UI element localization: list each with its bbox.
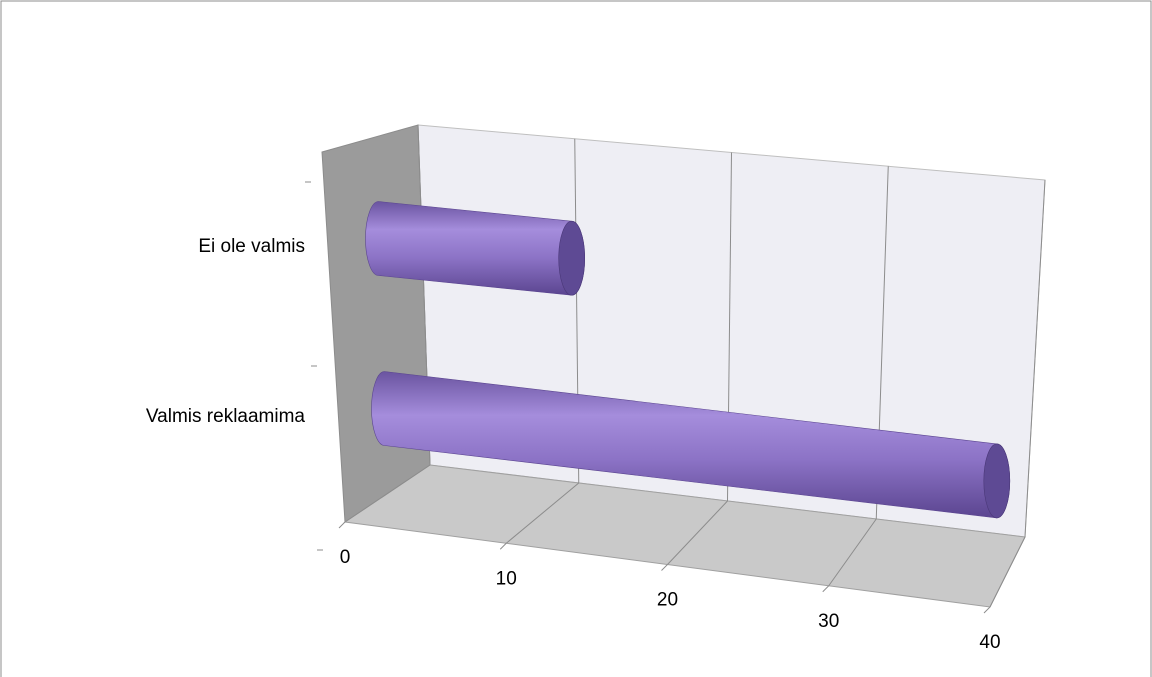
x-tick-label: 10 (496, 568, 517, 589)
x-tick (499, 542, 507, 550)
x-tick (338, 521, 346, 529)
x-tick-label: 0 (340, 547, 351, 568)
x-tick (983, 606, 991, 614)
floor-grid-line (989, 536, 1026, 608)
floor-grid-line (344, 464, 431, 523)
floor-grid-line (505, 482, 580, 544)
x-tick (661, 564, 668, 571)
x-tick-label: 40 (979, 632, 1000, 653)
floor-grid-line (667, 500, 728, 565)
y-tick-label: Valmis reklaamima (146, 406, 306, 427)
x-tick (822, 585, 830, 593)
y-tick-label: Ei ole valmis (198, 236, 305, 257)
floor-grid-line (828, 518, 877, 587)
bar-cap (983, 443, 1011, 519)
x-tick-label: 20 (657, 590, 678, 611)
x-tick-label: 30 (818, 611, 839, 632)
grid-line (1024, 179, 1046, 538)
bar-cap (558, 220, 586, 296)
